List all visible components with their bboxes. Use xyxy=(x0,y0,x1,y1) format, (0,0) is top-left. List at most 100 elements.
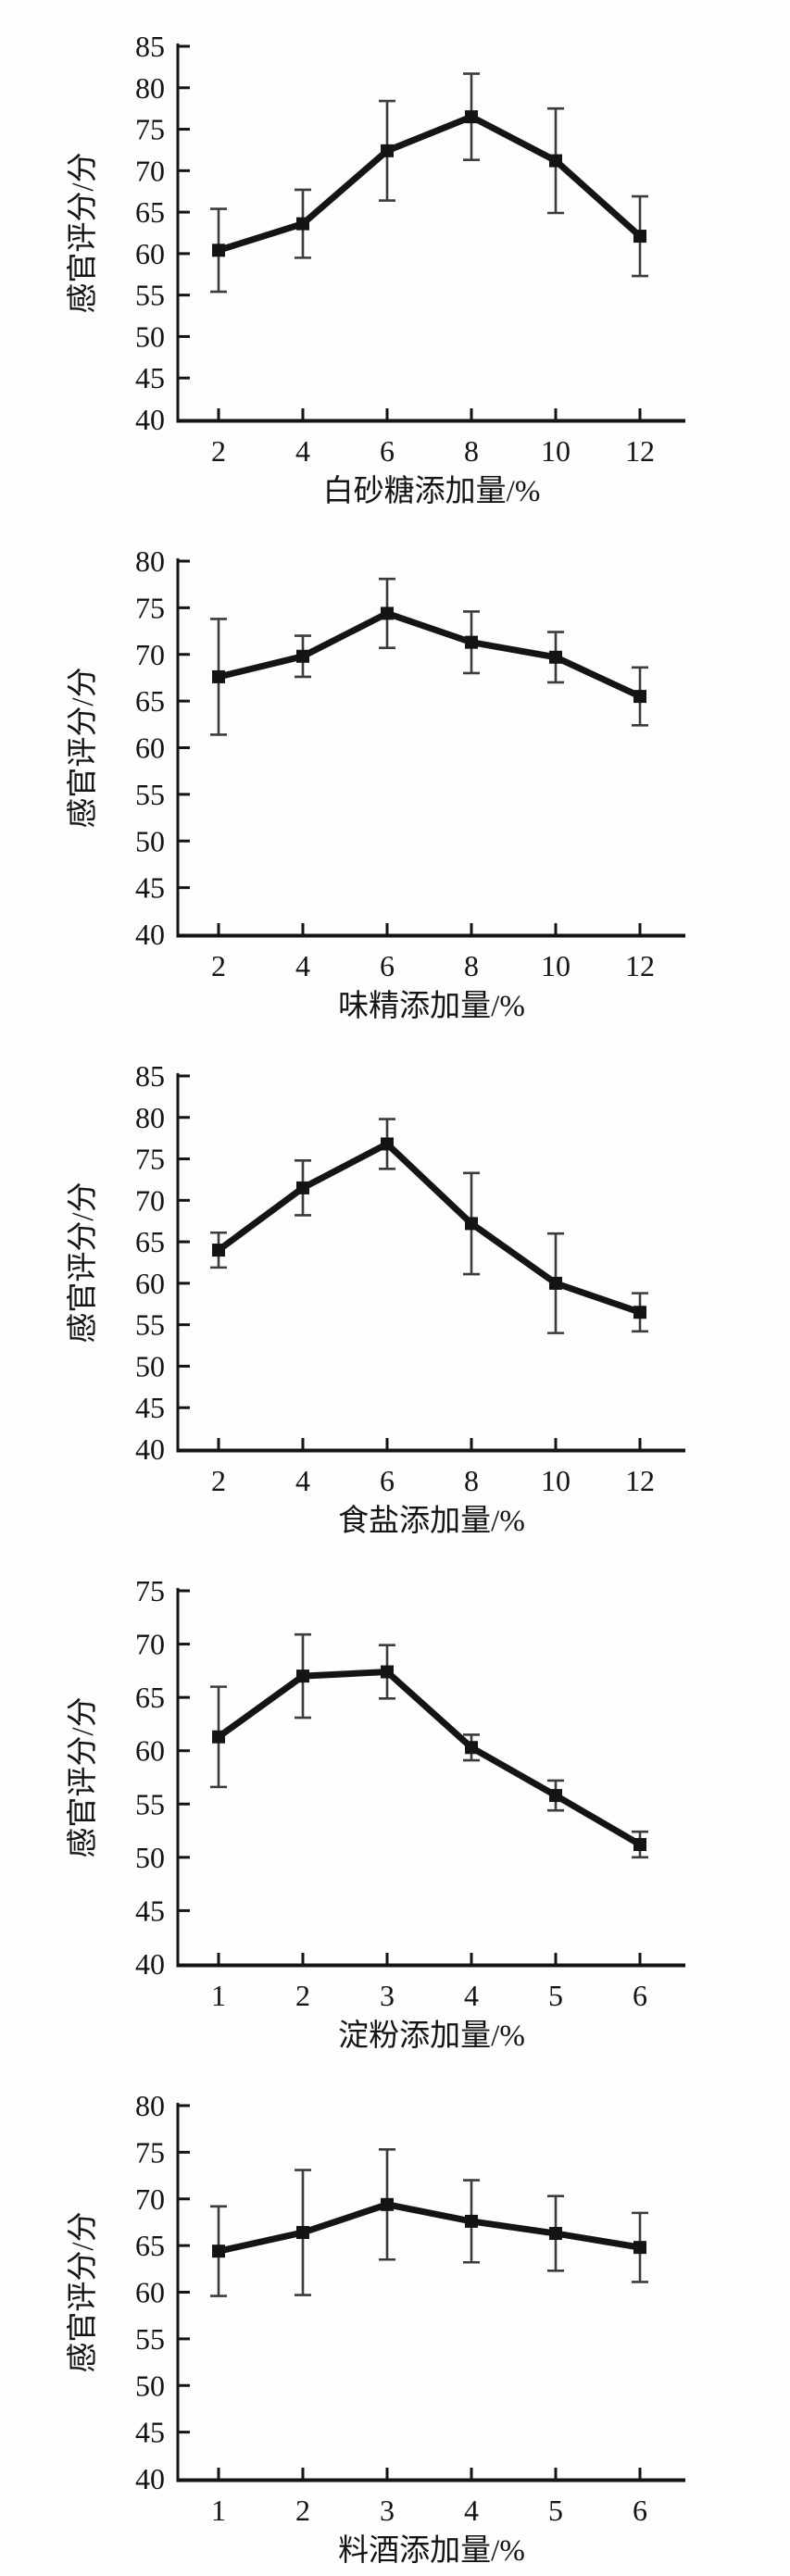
x-tick-label: 6 xyxy=(380,949,395,982)
data-point-marker xyxy=(465,1217,478,1231)
y-tick-label: 40 xyxy=(135,1432,165,1466)
y-tick-label: 75 xyxy=(135,113,165,146)
data-point-marker xyxy=(212,1730,225,1744)
x-axis-title: 食盐添加量/% xyxy=(338,1504,525,1538)
y-tick-label: 80 xyxy=(135,1101,165,1134)
data-point-marker xyxy=(465,1741,478,1755)
y-axis-title: 感官评分/分 xyxy=(66,1696,100,1857)
data-point-marker xyxy=(296,1669,309,1683)
y-tick-label: 50 xyxy=(135,1841,165,1874)
x-tick-label: 4 xyxy=(464,2494,479,2527)
data-point-marker xyxy=(212,669,225,683)
y-tick-label: 40 xyxy=(135,1947,165,1981)
y-tick-label: 55 xyxy=(135,1308,165,1342)
chart-sugar-svg: 40 45 50 55 60 65 70 75 80 85 2 4 6 8 10 12 白砂糖添加量/% 感官评分… xyxy=(66,30,685,508)
y-tick-label: 55 xyxy=(135,1787,165,1820)
x-tick-label: 6 xyxy=(380,1464,395,1497)
y-tick-label: 40 xyxy=(135,918,165,951)
y-tick-label: 75 xyxy=(135,1143,165,1176)
x-tick-label: 10 xyxy=(541,949,571,982)
y-tick-label: 45 xyxy=(135,361,165,394)
y-tick-label: 60 xyxy=(135,2276,165,2309)
data-point-marker xyxy=(633,690,646,704)
x-tick-label: 3 xyxy=(380,2494,395,2527)
y-tick-label: 65 xyxy=(135,2229,165,2262)
y-tick-label: 55 xyxy=(135,778,165,811)
y-tick-label: 50 xyxy=(135,824,165,857)
y-tick-label: 80 xyxy=(135,2089,165,2122)
data-point-marker xyxy=(381,606,394,620)
x-tick-label: 8 xyxy=(464,434,479,468)
x-tick-label: 12 xyxy=(625,434,655,468)
x-tick-label: 2 xyxy=(211,1464,226,1497)
data-point-marker xyxy=(381,2197,394,2211)
y-tick-label: 45 xyxy=(135,871,165,905)
x-tick-label: 4 xyxy=(295,949,310,982)
chart-sugar: 40 45 50 55 60 65 70 75 80 85 2 4 6 8 10 12 白砂糖添加量/% 感官评分… xyxy=(0,0,790,515)
chart-salt: 40 45 50 55 60 65 70 75 80 85 2 4 6 8 10 12 食盐添加量/% 感官评分/… xyxy=(0,1030,790,1544)
x-tick-label: 2 xyxy=(211,434,226,468)
y-tick-label: 50 xyxy=(135,319,165,353)
x-tick-label: 6 xyxy=(633,1979,647,2012)
data-point-marker xyxy=(381,144,394,157)
y-tick-label: 85 xyxy=(135,1059,165,1093)
data-point-marker xyxy=(549,1276,562,1290)
x-tick-label: 2 xyxy=(295,1979,310,2012)
x-tick-label: 5 xyxy=(548,2494,563,2527)
data-point-marker xyxy=(381,1665,394,1679)
chart-wine: 40 45 50 55 60 65 70 75 80 1 2 3 4 5 6 料酒添加量/% 感官评分/分 xyxy=(0,2059,790,2574)
data-point-marker xyxy=(633,2241,646,2255)
y-tick-label: 70 xyxy=(135,2182,165,2216)
y-tick-label: 70 xyxy=(135,1183,165,1217)
y-tick-label: 50 xyxy=(135,2369,165,2402)
y-tick-label: 75 xyxy=(135,1574,165,1607)
x-tick-label: 4 xyxy=(295,1464,310,1497)
data-point-marker xyxy=(465,635,478,649)
y-tick-label: 45 xyxy=(135,1391,165,1424)
y-tick-label: 60 xyxy=(135,732,165,765)
x-axis-title: 淀粉添加量/% xyxy=(338,2019,525,2053)
x-tick-label: 12 xyxy=(625,949,655,982)
data-line xyxy=(218,609,642,700)
x-axis-title: 味精添加量/% xyxy=(338,989,525,1023)
x-tick-label: 4 xyxy=(295,434,310,468)
x-tick-label: 6 xyxy=(633,2494,647,2527)
data-line xyxy=(218,2201,641,2255)
data-point-marker xyxy=(465,2214,478,2228)
data-point-marker xyxy=(465,110,478,124)
y-tick-label: 55 xyxy=(135,2322,165,2356)
data-point-marker xyxy=(381,1137,394,1151)
y-tick-label: 70 xyxy=(135,1628,165,1661)
y-tick-label: 45 xyxy=(135,2416,165,2449)
y-axis-title: 感官评分/分 xyxy=(66,152,100,313)
y-axis-title: 感官评分/分 xyxy=(66,1182,100,1343)
data-point-marker xyxy=(633,230,646,244)
x-tick-label: 6 xyxy=(380,434,395,468)
chart-msg-svg: 40 45 50 55 60 65 70 75 80 2 4 6 8 10 12 味精添加量/% 感官评分/分 xyxy=(66,544,685,1023)
x-tick-label: 10 xyxy=(541,434,571,468)
x-tick-label: 10 xyxy=(541,1464,571,1497)
x-tick-label: 5 xyxy=(548,1979,563,2012)
x-tick-label: 2 xyxy=(211,949,226,982)
data-point-marker xyxy=(296,2226,309,2240)
y-tick-label: 65 xyxy=(135,684,165,718)
y-tick-label: 65 xyxy=(135,1225,165,1258)
x-tick-label: 8 xyxy=(464,949,479,982)
x-tick-label: 2 xyxy=(295,2494,310,2527)
x-axis-title: 料酒添加量/% xyxy=(338,2533,525,2568)
data-line xyxy=(216,1668,642,1848)
chart-msg: 40 45 50 55 60 65 70 75 80 2 4 6 8 10 12 味精添加量/% 感官评分/分 xyxy=(0,515,790,1030)
x-tick-label: 12 xyxy=(625,1464,655,1497)
data-point-marker xyxy=(212,244,225,257)
y-tick-label: 40 xyxy=(135,2462,165,2495)
data-point-marker xyxy=(212,2245,225,2258)
y-axis-title: 感官评分/分 xyxy=(66,667,100,828)
data-line xyxy=(216,1140,642,1316)
data-point-marker xyxy=(296,649,309,663)
y-tick-label: 60 xyxy=(135,1734,165,1768)
y-tick-label: 70 xyxy=(135,154,165,187)
chart-starch: 40 45 50 55 60 65 70 75 1 2 3 4 5 6 淀粉添加量/% 感官评分/分 xyxy=(0,1544,790,2059)
